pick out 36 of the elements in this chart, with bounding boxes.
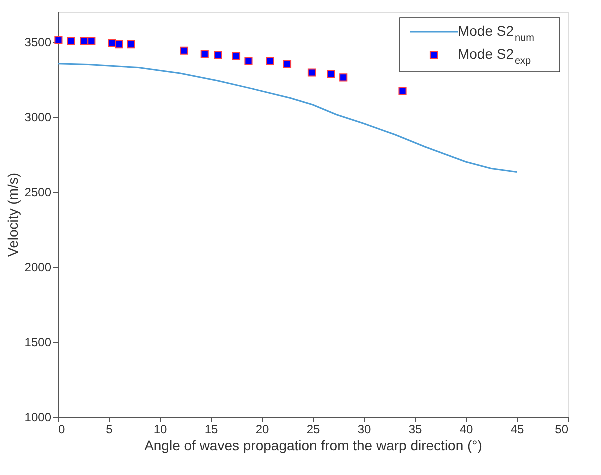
x-tick-label: 50 [555,422,569,436]
y-tick-label: 3000 [24,110,52,124]
x-axis-title: Angle of waves propagation from the warp direction (°) [144,438,482,454]
point [200,50,209,58]
x-tick-label: 20 [256,422,270,436]
point [340,74,348,82]
point [80,37,89,46]
point [327,70,336,78]
point [54,36,63,44]
point [283,60,292,69]
x-tick-label: 35 [408,422,422,436]
y-tick-label: 2500 [24,186,52,200]
point [214,51,222,60]
point [266,57,274,66]
point [244,57,253,66]
y-tick-label: 3500 [24,36,52,50]
x-tick-label: 5 [106,422,114,436]
x-tick-label: 15 [204,422,218,436]
point [308,68,316,77]
point [180,46,189,55]
point [127,40,136,49]
point [232,52,241,60]
y-tick-label: 1500 [24,336,52,350]
x-tick-label: 25 [306,422,320,436]
y-axis-title: Velocity (m/s) [4,172,21,258]
y-tick-label: 2000 [24,260,52,274]
x-tick-label: 0 [58,422,66,436]
x-tick-label: 40 [460,422,474,436]
point [398,87,407,96]
point [67,37,76,46]
y-tick-label: 1000 [24,410,52,424]
x-tick-label: 30 [358,422,372,436]
x-tick-label: 45 [510,422,524,436]
point [88,37,96,46]
x-tick-label: 10 [154,422,168,436]
point [115,40,124,49]
